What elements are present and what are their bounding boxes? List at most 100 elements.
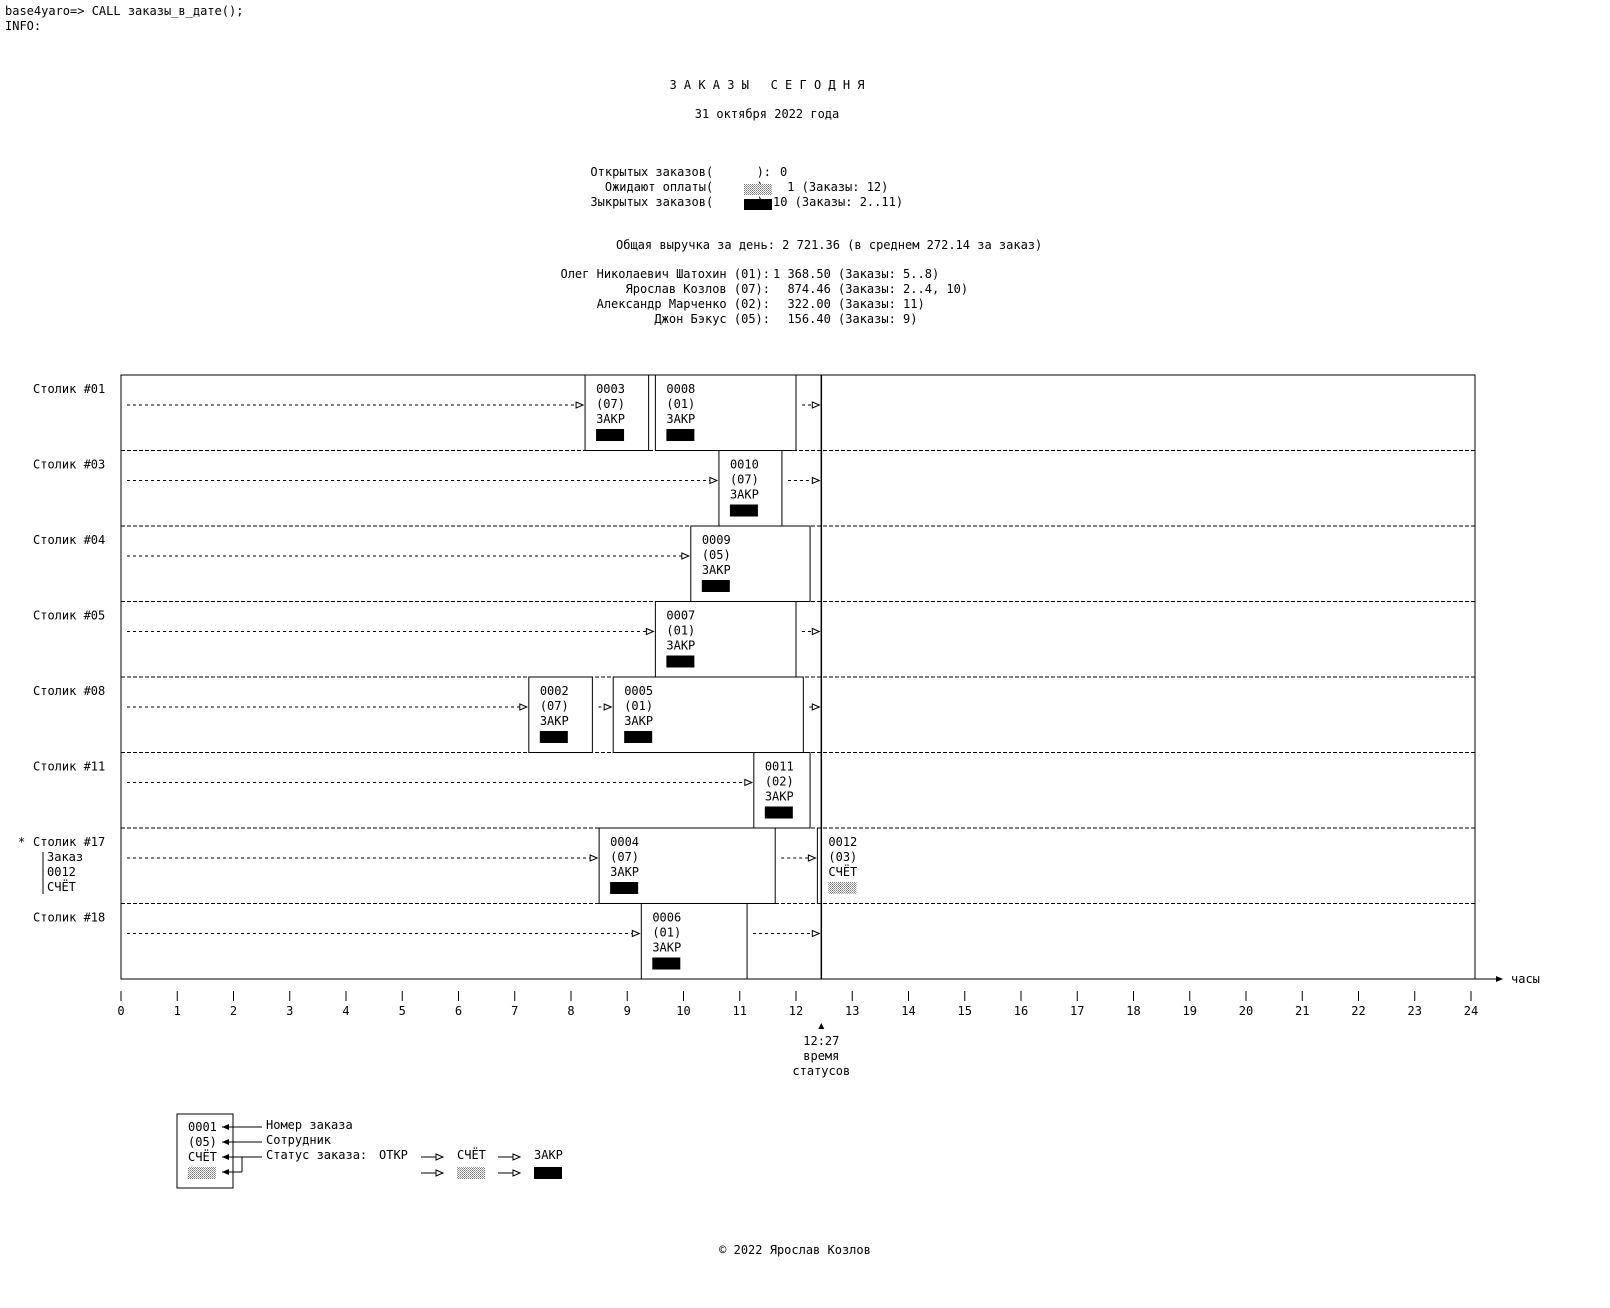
order-box (612, 676, 804, 753)
order-arrow-head (519, 703, 529, 711)
table-note-line: СЧЁТ (47, 879, 76, 894)
order-arrow-head (631, 929, 641, 938)
order-arrow-head (811, 476, 821, 485)
summary-closed-label: Зыкрытых заказов (590, 195, 706, 209)
order-status: ЗАКР (666, 412, 695, 426)
table-label: Столик #08 (33, 684, 105, 698)
employee-value: 156.40 (Заказы: 9) (773, 312, 918, 326)
summary-bill-label: Ожидают оплаты (604, 180, 706, 194)
table-label: Столик #11 (33, 760, 105, 774)
order-status-swatch (652, 957, 681, 970)
axis-tick-label: 14 (901, 1004, 915, 1018)
order-employee: (05) (702, 548, 731, 562)
order-status-swatch (539, 731, 568, 743)
legend-state-bill: СЧЁТ (457, 1148, 486, 1162)
console-info: INFO: (5, 19, 42, 33)
legend-closed-swatch (534, 1167, 562, 1179)
axis-tick-label: 13 (845, 1004, 859, 1018)
axis-tick-label: 8 (567, 1004, 574, 1018)
order-status: ЗАКР (652, 941, 681, 955)
axis-tick-label: 3 (286, 1004, 293, 1018)
order-arrow-head (589, 854, 599, 862)
axis-tick-label: 9 (624, 1004, 631, 1018)
legend-pointer-head (222, 1169, 229, 1175)
order-employee: (07) (596, 397, 625, 411)
order-status: ЗАКР (666, 639, 695, 653)
employee-name: Ярослав Козлов (07): (625, 282, 771, 296)
summary-bill-value: 1 (Заказы: 12) (780, 180, 889, 194)
axis-tick-label: 16 (1014, 1004, 1028, 1018)
order-arrow-head (811, 627, 821, 636)
report-title: З А К А З Ы С Е Г О Д Н Я (669, 78, 865, 92)
order-arrow-head (709, 476, 719, 485)
legend-flow-head (435, 1169, 445, 1177)
order-arrow-head (744, 778, 754, 787)
order-number: 0011 (765, 760, 794, 774)
order-arrow-head (603, 703, 613, 711)
order-status-swatch (828, 882, 857, 894)
order-number: 0009 (702, 533, 731, 547)
legend-state-closed: ЗАКР (534, 1148, 563, 1162)
table-label: Столик #01 (33, 382, 105, 396)
order-employee: (01) (666, 397, 695, 411)
order-status: ЗАКР (610, 865, 639, 879)
axis-tick-label: 20 (1239, 1004, 1253, 1018)
order-status-swatch (610, 882, 639, 894)
axis-tick-label: 11 (733, 1004, 747, 1018)
order-employee: (01) (624, 699, 653, 713)
legend-bill-swatch (457, 1167, 485, 1179)
axis-tick-label: 24 (1464, 1004, 1478, 1018)
order-status-swatch (764, 806, 793, 819)
order-status-swatch (729, 504, 758, 517)
axis-tick-label: 21 (1295, 1004, 1309, 1018)
summary-open-paren: ( ): (706, 165, 772, 179)
order-status-swatch (596, 429, 625, 441)
legend-box-employee: (05) (188, 1135, 217, 1149)
legend-flow-head (512, 1169, 522, 1177)
table-marker: * (18, 835, 25, 849)
axis-tick-label: 22 (1351, 1004, 1365, 1018)
order-number: 0005 (624, 684, 653, 698)
legend-pointer-head (222, 1139, 229, 1145)
status-time-label: статусов (792, 1064, 850, 1078)
axis-label: часы (1511, 972, 1540, 986)
axis-tick-label: 17 (1070, 1004, 1084, 1018)
status-time-value: 12:27 (803, 1034, 839, 1048)
legend-pointer-head (222, 1124, 229, 1130)
axis-tick-label: 15 (958, 1004, 972, 1018)
order-arrow-head (645, 627, 655, 636)
legend-label-num: Номер заказа (266, 1118, 353, 1132)
order-employee: (07) (730, 473, 759, 487)
order-number: 0006 (652, 911, 681, 925)
axis-tick-label: 5 (399, 1004, 406, 1018)
axis-arrow-head (1496, 976, 1503, 982)
legend-flow-head (435, 1153, 445, 1161)
legend-box (176, 1113, 234, 1189)
footer-copyright: © 2022 Ярослав Козлов (719, 1243, 871, 1257)
axis-tick-label: 18 (1126, 1004, 1140, 1018)
order-employee: (03) (828, 850, 857, 864)
order-employee: (07) (540, 699, 569, 713)
order-status-swatch (666, 429, 695, 441)
axis-tick-label: 12 (789, 1004, 803, 1018)
axis-tick-label: 0 (117, 1004, 124, 1018)
order-status: ЗАКР (765, 790, 794, 804)
order-status: СЧЁТ (828, 864, 857, 879)
summary-open-value: 0 (780, 165, 788, 179)
legend-box-number: 0001 (188, 1120, 217, 1134)
summary-open-label: Открытых заказов (590, 165, 706, 179)
employee-name: Олег Николаевич Шатохин (01): (560, 267, 770, 281)
order-arrow-head (811, 929, 821, 938)
status-time-label: время (803, 1049, 839, 1063)
legend-box-swatch (188, 1167, 216, 1179)
legend-state-open: ОТКР (379, 1148, 408, 1162)
employee-name: Джон Бэкус (05): (654, 312, 770, 326)
order-status-swatch (666, 655, 695, 668)
order-number: 0010 (730, 458, 759, 472)
order-status: ЗАКР (540, 714, 569, 728)
order-status-swatch (624, 731, 653, 743)
order-number: 0008 (666, 382, 695, 396)
order-arrow-head (681, 552, 691, 560)
axis-tick-label: 7 (511, 1004, 518, 1018)
order-status: ЗАКР (702, 563, 731, 577)
